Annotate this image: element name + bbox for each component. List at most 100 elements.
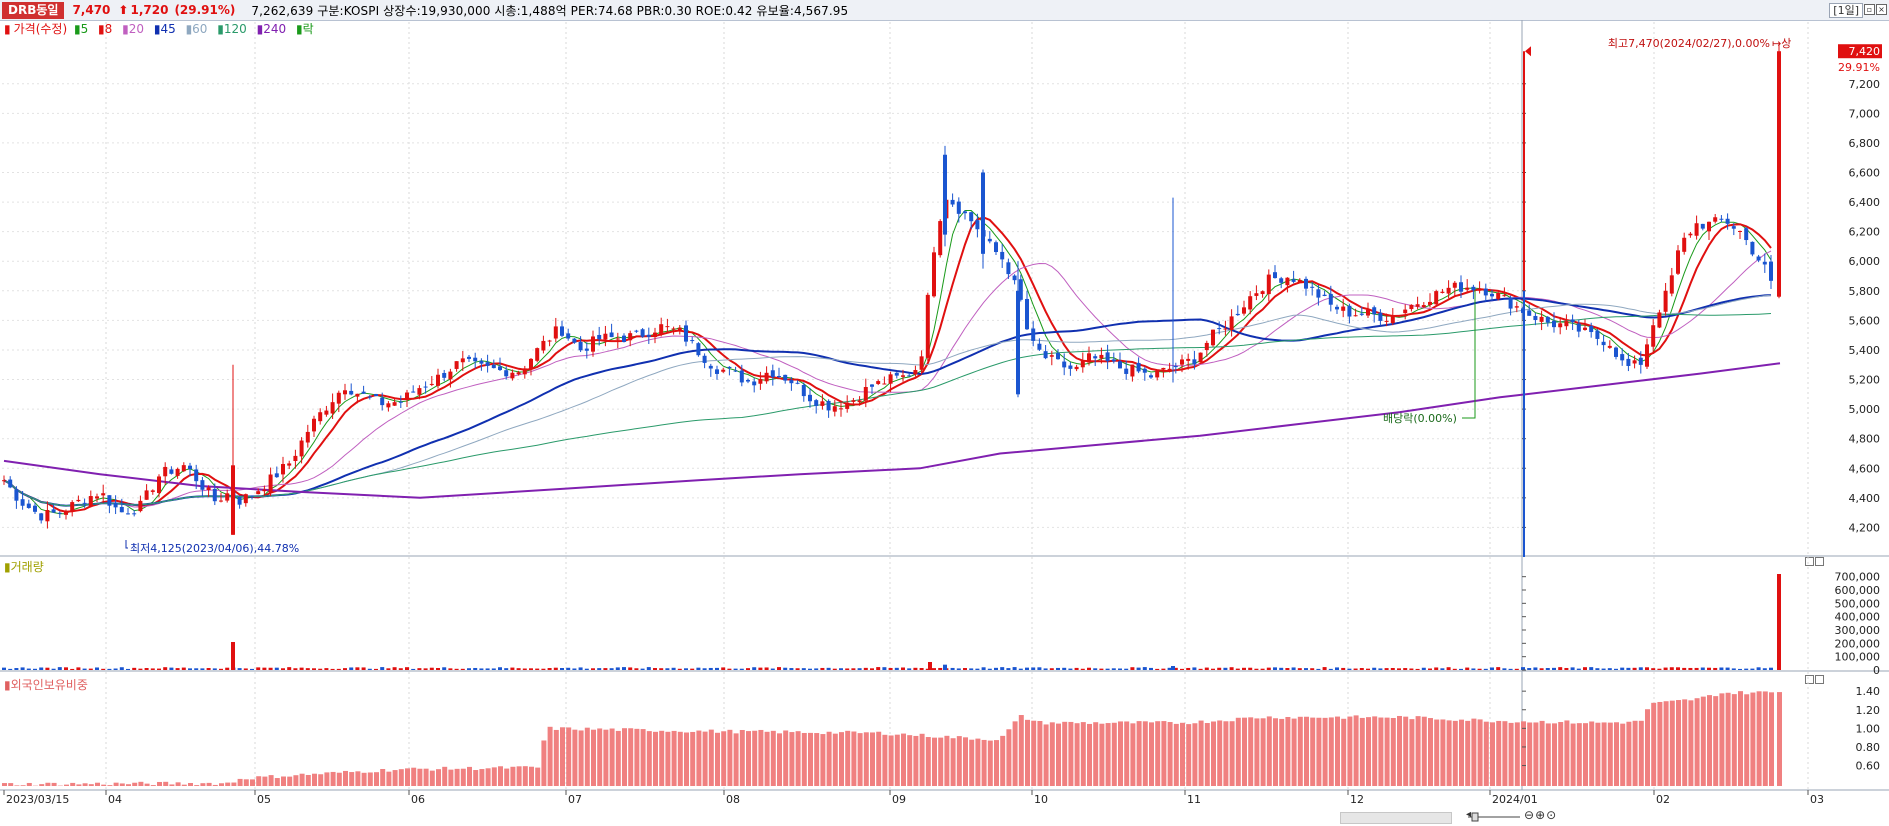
candle-body [1279,278,1284,283]
y-tick-label: 0.80 [1856,741,1881,754]
foreign-ratio-bar [237,778,243,786]
volume-bar [138,668,143,670]
foreign-ratio-bar [1397,715,1402,786]
zoom-slider[interactable] [1466,812,1522,822]
volume-bar [1012,667,1017,670]
foreign-ratio-bar [287,776,293,786]
volume-bar [1483,668,1488,670]
volume-bar [758,667,763,670]
candle-body [1700,223,1705,229]
foreign-ratio-bar [1074,723,1080,786]
foreign-ratio-bar [1700,696,1706,786]
horizontal-scrollbar[interactable] [1340,812,1452,824]
foreign-ratio-bar [863,732,869,786]
candle-body [1607,345,1612,348]
foreign-ratio-bar [634,728,640,786]
volume-bar [1353,668,1358,670]
volume-bar [1514,668,1519,670]
foreign-ratio-bar [1564,720,1570,786]
volume-bars [2,574,1781,670]
candle-body [529,358,533,370]
volume-bar [1037,667,1042,670]
foreign-ratio-bar [1533,722,1539,786]
foreign-ratio-bar [584,727,590,786]
foreign-ratio-bar [901,733,906,786]
y-tick-label: 4,800 [1849,433,1881,446]
high-annotation: 최고7,470(2024/02/27),0.00% [1608,37,1770,50]
volume-bar [721,667,726,670]
candle-body [1731,226,1736,229]
foreign-ratio-bar [355,771,361,786]
candle-body [336,392,341,404]
restore-icon[interactable]: ▫ [1864,4,1875,15]
volume-bar [1688,667,1693,670]
volume-bar [1310,668,1315,670]
foreign-ratio-bar [1694,698,1700,786]
foreign-ratio-bar [1049,722,1055,786]
foreign-ratio-bar [318,774,324,786]
volume-bar [1142,667,1147,670]
candle-body [1483,288,1488,296]
foreign-ratio-bar [243,779,249,786]
volume-bar [1638,667,1643,670]
y-tick-label: 6,800 [1849,137,1881,150]
foreign-ratio-bar [572,729,578,786]
candle-body [1465,287,1470,290]
foreign-ratio-bar [783,730,789,786]
foreign-ratio-bar [250,779,255,786]
foreign-ratio-bar [1663,701,1669,786]
foreign-ratio-bar [727,729,733,786]
foreign-ratio-bar [820,734,826,786]
foreign-ratio-bar [566,727,572,786]
volume-bar [1025,667,1029,670]
panel-restore-icon[interactable] [1805,557,1814,566]
volume-bar [95,667,99,670]
foreign-ratio-bar [888,735,894,786]
scroll-left-icon[interactable]: ◂ [1466,809,1472,820]
close-icon[interactable]: × [1876,4,1887,15]
panel-close-icon[interactable] [1815,675,1824,684]
candle-body [777,376,781,378]
foreign-ratio-bar [194,785,200,786]
volume-bar [256,667,261,670]
candle-body [907,375,912,377]
zoom-controls[interactable]: ⊖⊕⊙ [1524,808,1557,822]
candle-body [882,383,887,385]
volume-bar [1750,668,1755,670]
foreign-ratio-bar [349,772,355,786]
legend-ma60: ▮60 [185,22,208,36]
candle-body [690,340,695,342]
candle-body [1266,274,1271,295]
panel-close-icon[interactable] [1815,557,1824,566]
volume-bar [1093,668,1098,670]
y-tick-label: 4,400 [1849,492,1881,505]
candle-body [473,357,478,362]
volume-bar [1421,667,1426,670]
y-tick-label: 0.60 [1856,760,1881,773]
panel-restore-icon[interactable] [1805,675,1814,684]
volume-bar [1390,667,1395,670]
period-button[interactable]: [1일] [1829,3,1863,18]
foreign-ratio-bar [45,782,51,786]
foreign-ratio-bar [981,739,987,786]
y-tick-label: 5,600 [1849,314,1881,327]
candle-body [231,465,235,535]
foreign-ratio-bar [1285,716,1291,786]
candle-body [597,334,602,340]
foreign-ratio-bar [987,740,993,786]
foreign-ratio-bar [684,732,689,786]
volume-bar [870,668,874,670]
stock-name[interactable]: DRB동일 [2,1,65,19]
candle-body [250,495,254,497]
foreign-ratio-bar [522,766,528,786]
foreign-ratio-bar [1223,721,1229,786]
y-tick-label: 5,800 [1849,285,1881,298]
foreign-ratio-bar [132,782,138,786]
foreign-ratio-bar [560,727,565,786]
candle-body [963,211,967,214]
y-tick-label: 5,200 [1849,374,1881,387]
volume-bar [560,667,564,670]
candle-body [578,341,583,351]
foreign-ratio-bar [1372,716,1378,786]
